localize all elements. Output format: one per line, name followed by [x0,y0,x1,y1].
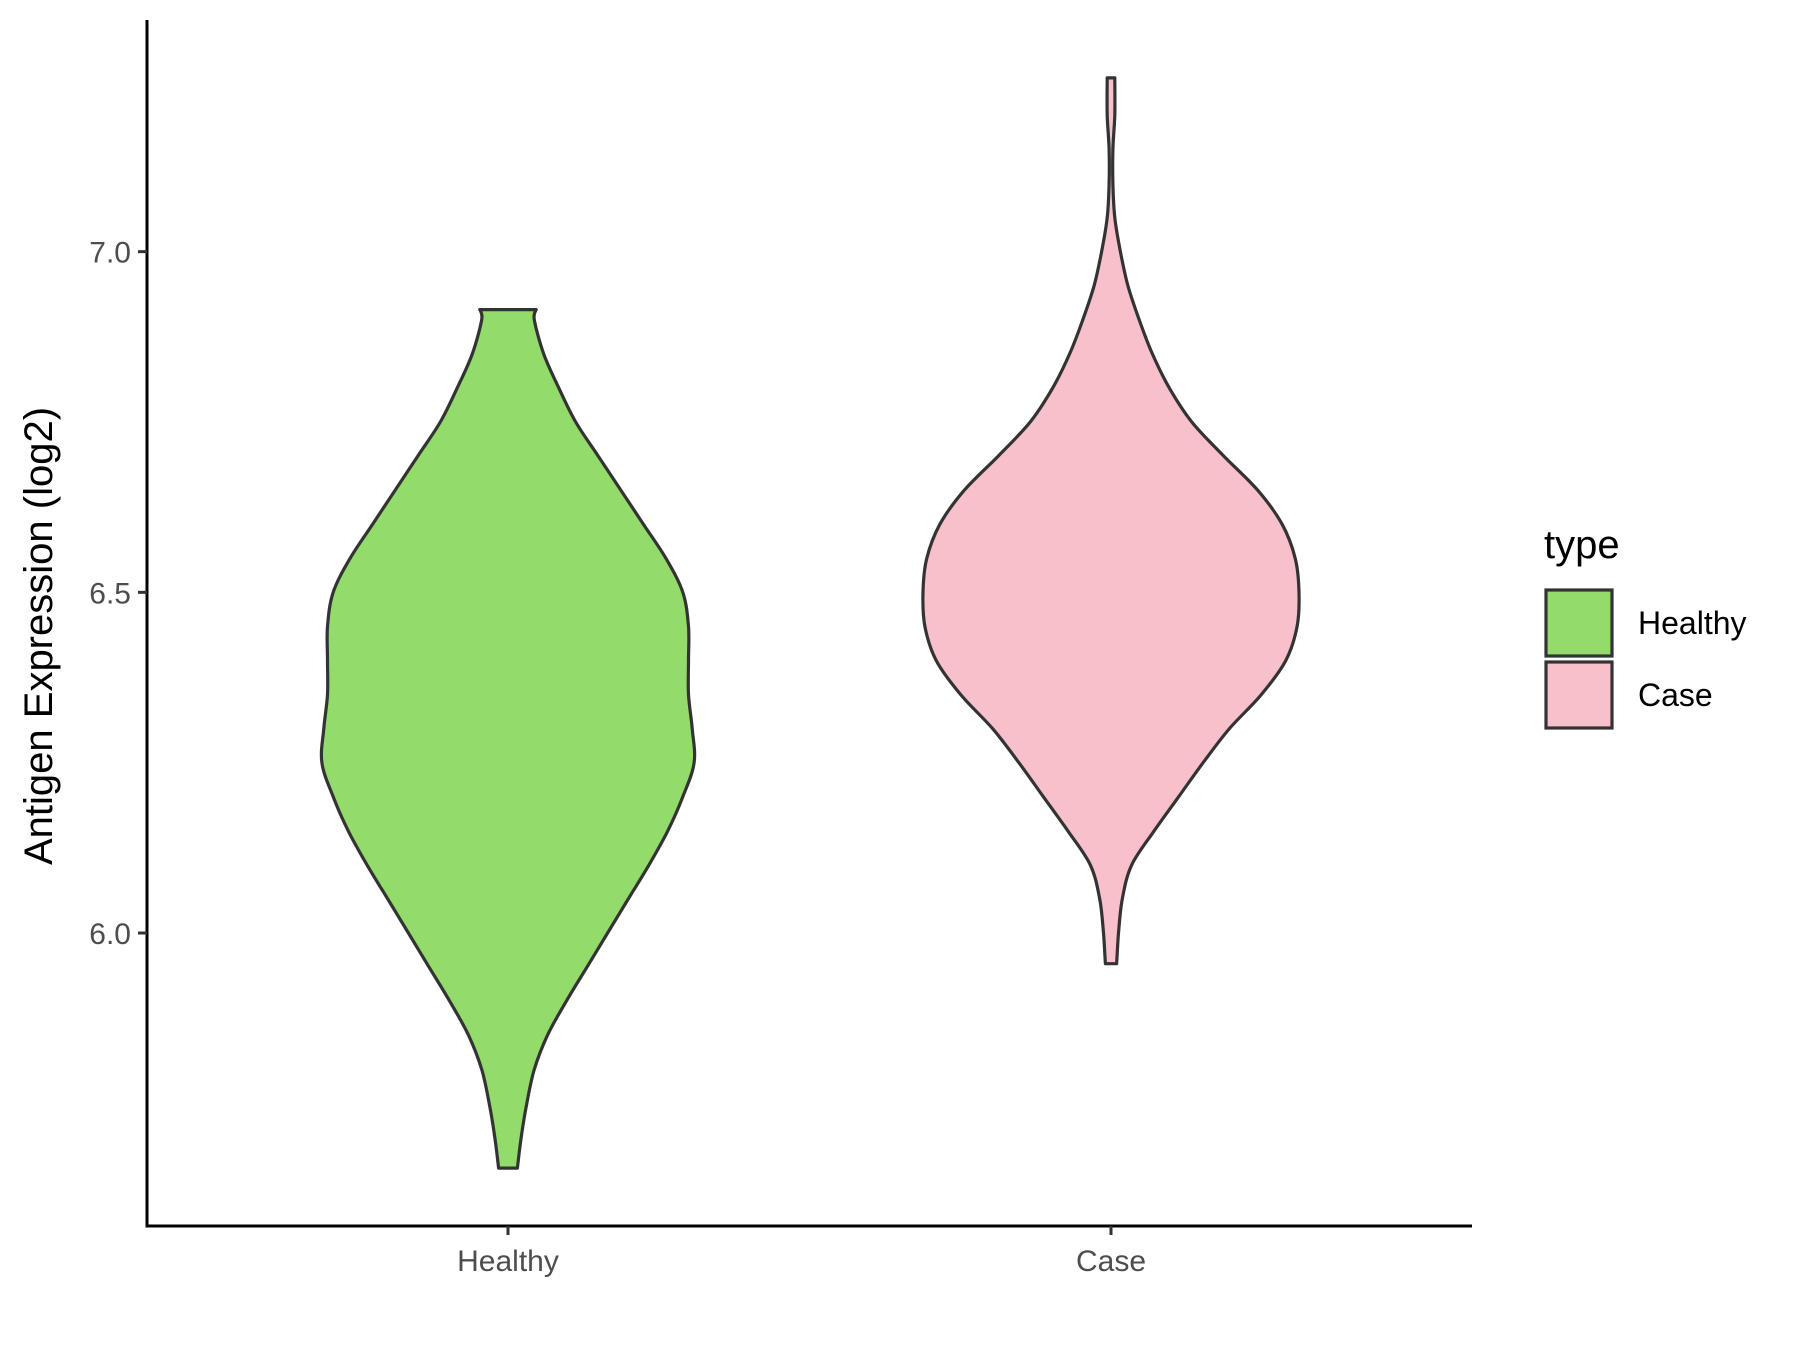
violin-healthy [319,308,697,1170]
legend-entries: Healthy Case [1544,588,1747,730]
legend-key-case [1544,660,1614,730]
legend: type Healthy Case [1544,523,1747,730]
violin-case [921,76,1301,966]
legend-key-healthy [1544,588,1614,658]
axes-layer: 6.0 6.5 7.0 Healthy Case [89,20,1472,1278]
y-tick-label: 6.0 [89,918,131,951]
violins-layer [319,76,1301,1170]
y-axis-title: Antigen Expression (log2) [17,407,61,865]
x-tick-label: Case [1076,1245,1146,1278]
y-tick-label: 6.5 [89,577,131,610]
legend-label-case: Case [1638,677,1713,713]
legend-label-healthy: Healthy [1638,605,1747,641]
x-tick-label: Healthy [457,1245,559,1278]
y-tick-label: 7.0 [89,237,131,270]
legend-title: type [1544,523,1620,567]
